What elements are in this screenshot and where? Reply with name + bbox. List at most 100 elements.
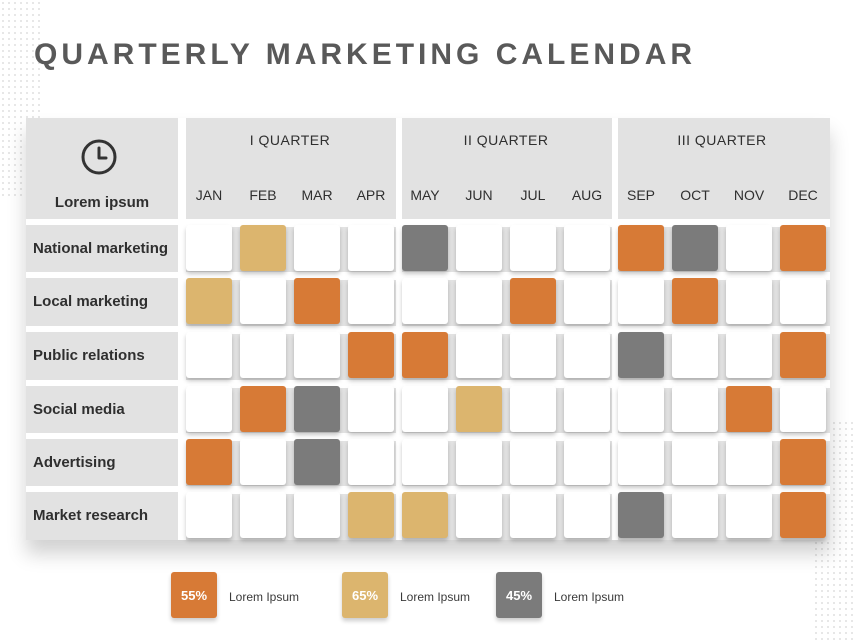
calendar-cell-5-oct[interactable] [672,439,718,485]
calendar-cell-1-mar[interactable] [294,225,340,271]
calendar-cell-6-sep[interactable] [618,492,664,538]
calendar-cell-5-jun[interactable] [456,439,502,485]
month-header-aug: AUG [564,172,610,218]
quarter-header-3: III QUARTER [612,118,826,162]
row-label-market-research: Market research [26,492,178,538]
calendar-cell-3-sep[interactable] [618,332,664,378]
row-divider [26,326,830,334]
month-header-nov: NOV [726,172,772,218]
calendar-cell-1-sep[interactable] [618,225,664,271]
calendar-cell-4-apr[interactable] [348,386,394,432]
calendar-cell-1-jan[interactable] [186,225,232,271]
calendar-cell-3-apr[interactable] [348,332,394,378]
calendar-cell-1-may[interactable] [402,225,448,271]
month-header-oct: OCT [672,172,718,218]
row-label-advertising: Advertising [26,439,178,485]
month-header-sep: SEP [618,172,664,218]
calendar-cell-3-feb[interactable] [240,332,286,378]
month-header-apr: APR [348,172,394,218]
calendar-cell-3-jun[interactable] [456,332,502,378]
calendar-cell-3-dec[interactable] [780,332,826,378]
calendar-cell-6-jun[interactable] [456,492,502,538]
calendar-cell-5-nov[interactable] [726,439,772,485]
row-divider [26,486,830,494]
calendar-cell-6-jan[interactable] [186,492,232,538]
calendar-cell-1-aug[interactable] [564,225,610,271]
legend-label-2: Lorem Ipsum [400,590,471,604]
corner-label: Lorem ipsum [54,194,150,211]
calendar-cell-2-aug[interactable] [564,278,610,324]
calendar-cell-6-mar[interactable] [294,492,340,538]
calendar-cell-6-dec[interactable] [780,492,826,538]
calendar-cell-3-jul[interactable] [510,332,556,378]
calendar-cell-3-may[interactable] [402,332,448,378]
calendar-cell-5-jan[interactable] [186,439,232,485]
calendar-cell-3-mar[interactable] [294,332,340,378]
calendar-cell-2-apr[interactable] [348,278,394,324]
month-header-mar: MAR [294,172,340,218]
calendar-cell-1-nov[interactable] [726,225,772,271]
calendar-cell-2-may[interactable] [402,278,448,324]
calendar-cell-5-feb[interactable] [240,439,286,485]
calendar-cell-3-oct[interactable] [672,332,718,378]
calendar-cell-4-jan[interactable] [186,386,232,432]
calendar-cell-2-jun[interactable] [456,278,502,324]
calendar-cell-5-may[interactable] [402,439,448,485]
calendar-cell-4-mar[interactable] [294,386,340,432]
row-divider [26,380,830,388]
legend-swatch-3: 45% [496,572,542,618]
calendar-cell-3-nov[interactable] [726,332,772,378]
calendar-cell-5-jul[interactable] [510,439,556,485]
calendar-cell-5-mar[interactable] [294,439,340,485]
calendar-cell-5-aug[interactable] [564,439,610,485]
calendar-cell-1-feb[interactable] [240,225,286,271]
calendar-cell-2-oct[interactable] [672,278,718,324]
row-divider [26,272,830,280]
month-header-jan: JAN [186,172,232,218]
calendar-cell-1-oct[interactable] [672,225,718,271]
calendar-cell-2-jan[interactable] [186,278,232,324]
calendar-cell-2-nov[interactable] [726,278,772,324]
calendar-cell-3-jan[interactable] [186,332,232,378]
calendar-cell-6-aug[interactable] [564,492,610,538]
calendar-cell-4-may[interactable] [402,386,448,432]
calendar-cell-6-may[interactable] [402,492,448,538]
calendar-cell-5-apr[interactable] [348,439,394,485]
calendar-cell-4-sep[interactable] [618,386,664,432]
calendar-cell-6-apr[interactable] [348,492,394,538]
calendar-cell-2-mar[interactable] [294,278,340,324]
quarter-header-1: I QUARTER [180,118,394,162]
calendar-cell-1-jul[interactable] [510,225,556,271]
calendar-cell-5-dec[interactable] [780,439,826,485]
calendar-cell-1-apr[interactable] [348,225,394,271]
calendar-cell-2-dec[interactable] [780,278,826,324]
calendar-cell-4-aug[interactable] [564,386,610,432]
month-header-jun: JUN [456,172,502,218]
calendar-cell-4-nov[interactable] [726,386,772,432]
legend-label-3: Lorem Ipsum [554,590,625,604]
calendar-cell-2-feb[interactable] [240,278,286,324]
clock-icon [81,139,117,175]
calendar-cell-3-aug[interactable] [564,332,610,378]
calendar-cell-5-sep[interactable] [618,439,664,485]
calendar-cell-1-dec[interactable] [780,225,826,271]
month-header-jul: JUL [510,172,556,218]
calendar-cell-6-feb[interactable] [240,492,286,538]
calendar-cell-6-oct[interactable] [672,492,718,538]
month-header-may: MAY [402,172,448,218]
calendar-cell-6-jul[interactable] [510,492,556,538]
quarter-header-2: II QUARTER [396,118,610,162]
calendar-cell-4-jun[interactable] [456,386,502,432]
calendar-cell-4-feb[interactable] [240,386,286,432]
row-label-social-media: Social media [26,386,178,432]
calendar-cell-4-dec[interactable] [780,386,826,432]
calendar-cell-1-jun[interactable] [456,225,502,271]
calendar-cell-4-jul[interactable] [510,386,556,432]
row-divider [26,219,830,227]
calendar-cell-6-nov[interactable] [726,492,772,538]
calendar-cell-2-jul[interactable] [510,278,556,324]
month-header-feb: FEB [240,172,286,218]
page-title: QUARTERLY MARKETING CALENDAR [34,38,697,71]
calendar-cell-2-sep[interactable] [618,278,664,324]
calendar-cell-4-oct[interactable] [672,386,718,432]
